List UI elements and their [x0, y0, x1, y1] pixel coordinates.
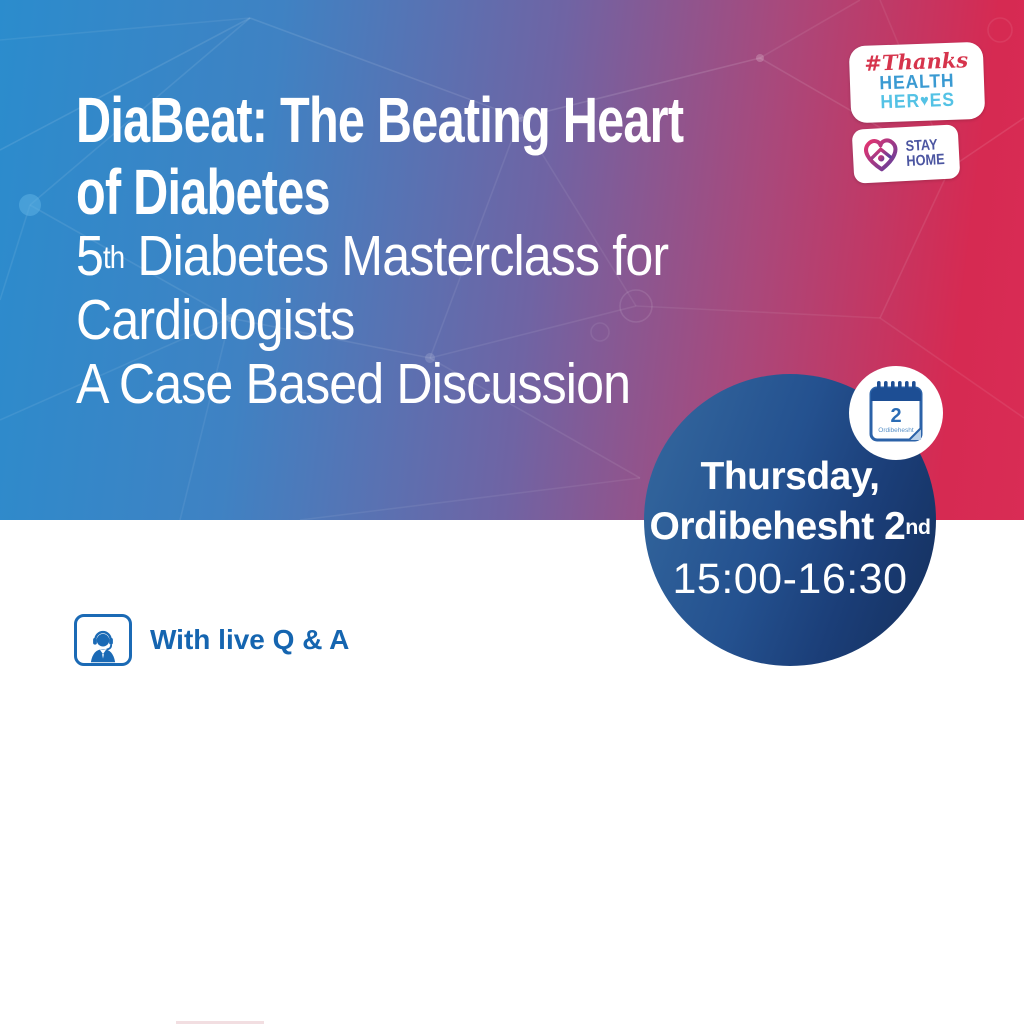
bottom-crop-artifact: [176, 1021, 264, 1024]
calendar-icon: 2 Ordibehesht: [869, 381, 923, 442]
date-ordinal-superscript: nd: [905, 515, 931, 539]
event-date: Ordibehesht 2nd: [649, 505, 931, 548]
stay-home-text: STAY HOME: [905, 136, 946, 170]
subtitle-line-1: 5th Diabetes Masterclass for: [76, 224, 669, 288]
subtitle-line-3: A Case Based Discussion: [76, 352, 631, 416]
thanks-health-heroes-badge: #Thanks HEALTH HER♥ES: [848, 41, 986, 124]
heart-icon: ♥: [919, 92, 931, 110]
title-line-2: of Diabetes: [76, 156, 331, 228]
event-time: 15:00-16:30: [672, 555, 908, 603]
qa-icon-frame: [74, 614, 132, 666]
calendar-medallion: 2 Ordibehesht: [849, 366, 943, 460]
stay-home-badge: STAY HOME: [851, 124, 961, 184]
ordinal-superscript: th: [103, 240, 125, 275]
poster-title: DiaBeat: The Beating Heart of Diabetes: [76, 84, 684, 228]
event-day: Thursday,: [700, 455, 880, 498]
person-headset-icon: [90, 630, 116, 663]
qa-label: With live Q & A: [150, 624, 350, 655]
calendar-day-number: 2: [890, 405, 901, 427]
calendar-month-label: Ordibehesht: [878, 427, 914, 434]
title-line-1: DiaBeat: The Beating Heart: [76, 84, 684, 156]
heroes-text: HER♥ES: [880, 89, 956, 114]
subtitle-line-2: Cardiologists: [76, 288, 355, 352]
live-qa-row: With live Q & A: [74, 614, 349, 666]
poster-subtitle: 5th Diabetes Masterclass for Cardiologis…: [76, 224, 669, 416]
heart-house-icon: [864, 138, 898, 172]
